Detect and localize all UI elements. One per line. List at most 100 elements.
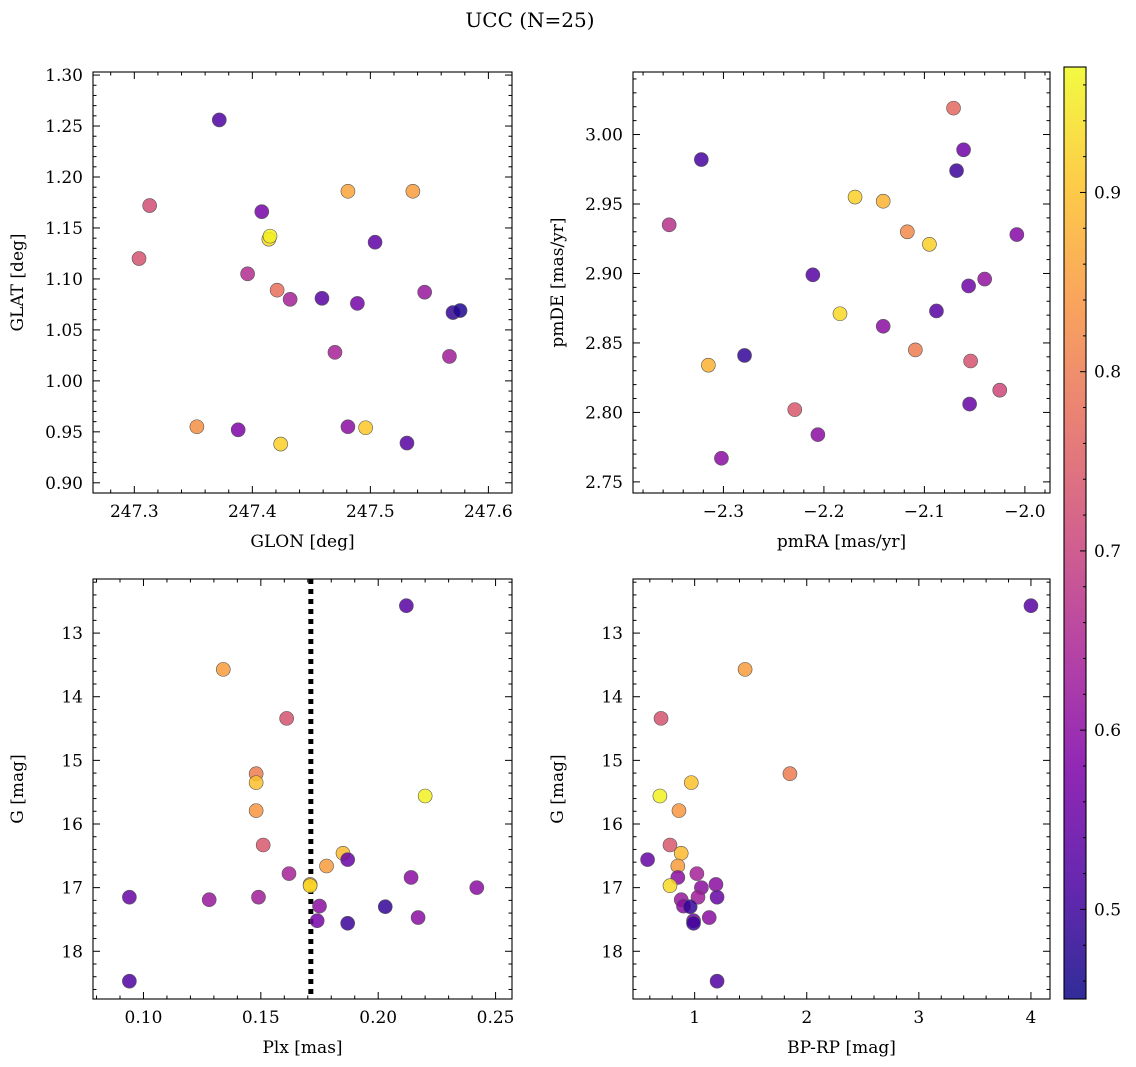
data-point	[992, 382, 1008, 398]
data-point	[262, 228, 278, 244]
data-point	[240, 266, 255, 282]
data-point	[319, 858, 334, 874]
data-point	[405, 183, 421, 199]
data-point	[689, 866, 705, 881]
data-point	[367, 234, 383, 250]
colorbar-tick-label: 0.9	[1094, 183, 1121, 203]
data-point	[787, 402, 803, 417]
y-tick-label: 1.00	[45, 372, 83, 392]
data-point	[652, 788, 668, 804]
x-tick-label: 247.3	[110, 502, 159, 522]
x-tick-label: −2.0	[1004, 502, 1045, 522]
data-point	[709, 889, 725, 905]
y-tick-label: 17	[601, 879, 623, 899]
x-tick-label: 0.20	[359, 1008, 397, 1028]
panels: 247.3 247.4 247.5 247.6 0.90 0.95 1.00 1.05 1.10…	[8, 66, 1051, 1058]
data-point	[946, 100, 961, 116]
data-point	[737, 662, 753, 677]
data-point	[714, 450, 729, 466]
axes-frame	[632, 578, 1051, 1000]
data-point	[314, 291, 330, 306]
data-point	[340, 852, 355, 867]
data-point	[417, 788, 433, 804]
y-tick-label: 17	[61, 879, 83, 899]
y-tick-label: 1.30	[45, 66, 83, 86]
data-point	[810, 427, 826, 442]
y-tick-label: 1.10	[45, 270, 83, 290]
x-axis-label: GLON [deg]	[250, 532, 354, 552]
x-axis-label: BP-RP [mag]	[787, 1038, 896, 1058]
data-point	[682, 899, 698, 915]
y-tick-label: 0.95	[45, 423, 83, 443]
y-tick-label: 18	[61, 942, 83, 962]
data-point	[963, 353, 978, 369]
data-point	[230, 422, 246, 438]
colorbar-ticks: 0.5 0.6 0.7 0.8 0.9	[1080, 84, 1121, 982]
x-tick-label: 247.6	[464, 502, 513, 522]
colorbar: 0.5 0.6 0.7 0.8 0.9	[1063, 66, 1121, 1000]
x-tick-label: 0.25	[477, 1008, 515, 1028]
data-point	[961, 278, 976, 294]
data-point	[377, 899, 393, 915]
data-point	[340, 915, 355, 931]
data-point	[282, 292, 298, 307]
data-point	[875, 318, 891, 334]
data-point	[201, 892, 217, 908]
data-point	[929, 303, 944, 319]
y-tick-label: 1.25	[45, 117, 83, 137]
y-tick-label: 1.05	[45, 321, 83, 341]
data-point	[399, 435, 415, 451]
data-point	[410, 910, 426, 925]
colorbar-tick-label: 0.6	[1094, 721, 1121, 741]
data-point	[403, 870, 419, 885]
data-point	[661, 217, 677, 233]
data-point	[309, 913, 325, 929]
panel-4: 1 2 3 4 13 14 15 16 17 18 BP-RP [mag] G [mag]	[548, 578, 1051, 1058]
panel-3: 0.10 0.15 0.20 0.25 13 14 15 16 17 18 Plx [mas] G […	[8, 578, 515, 1058]
colorbar-tick-label: 0.5	[1094, 900, 1121, 920]
colorbar-tick-label: 0.8	[1094, 363, 1121, 383]
data-point	[709, 973, 725, 989]
data-point	[900, 224, 915, 240]
data-point	[1023, 598, 1039, 614]
figure-title: UCC (N=25)	[465, 8, 594, 32]
x-tick-label: 0.15	[242, 1008, 280, 1028]
data-point	[683, 775, 699, 790]
y-tick-label: 1.20	[45, 168, 83, 188]
y-tick-label: 16	[601, 815, 623, 835]
y-tick-label: 2.85	[585, 334, 623, 354]
data-point	[690, 889, 706, 905]
data-point	[122, 889, 137, 905]
x-tick-label: −2.3	[703, 502, 744, 522]
y-axis-label: pmDE [mas/yr]	[548, 217, 568, 347]
y-tick-label: 14	[601, 688, 623, 708]
y-tick-label: 2.95	[585, 195, 623, 215]
data-point	[399, 598, 414, 614]
x-tick-label: 4	[1026, 1008, 1037, 1028]
data-point	[922, 236, 937, 252]
y-tick-label: 16	[61, 815, 83, 835]
y-tick-label: 18	[601, 942, 623, 962]
y-tick-label: 13	[601, 624, 623, 644]
data-point	[248, 803, 264, 818]
data-point	[832, 306, 848, 322]
data-point	[189, 419, 205, 435]
data-point	[327, 345, 343, 360]
data-point	[737, 348, 752, 363]
data-point	[302, 878, 318, 894]
data-point	[254, 204, 270, 219]
data-point	[279, 711, 294, 726]
data-point	[269, 282, 285, 298]
y-tick-label: 15	[601, 751, 623, 771]
data-point	[694, 152, 709, 167]
axes-frame	[92, 71, 513, 494]
panel-2: −2.3 −2.2 −2.1 −2.0 2.75 2.80 2.85 2.90 2.95 3.00…	[548, 71, 1051, 552]
axes-frame	[92, 578, 513, 1000]
y-tick-label: 3.00	[585, 126, 623, 146]
y-tick-label: 13	[61, 624, 83, 644]
data-point	[640, 852, 655, 867]
data-point	[653, 711, 669, 726]
data-point	[273, 436, 288, 452]
data-point	[350, 296, 365, 311]
